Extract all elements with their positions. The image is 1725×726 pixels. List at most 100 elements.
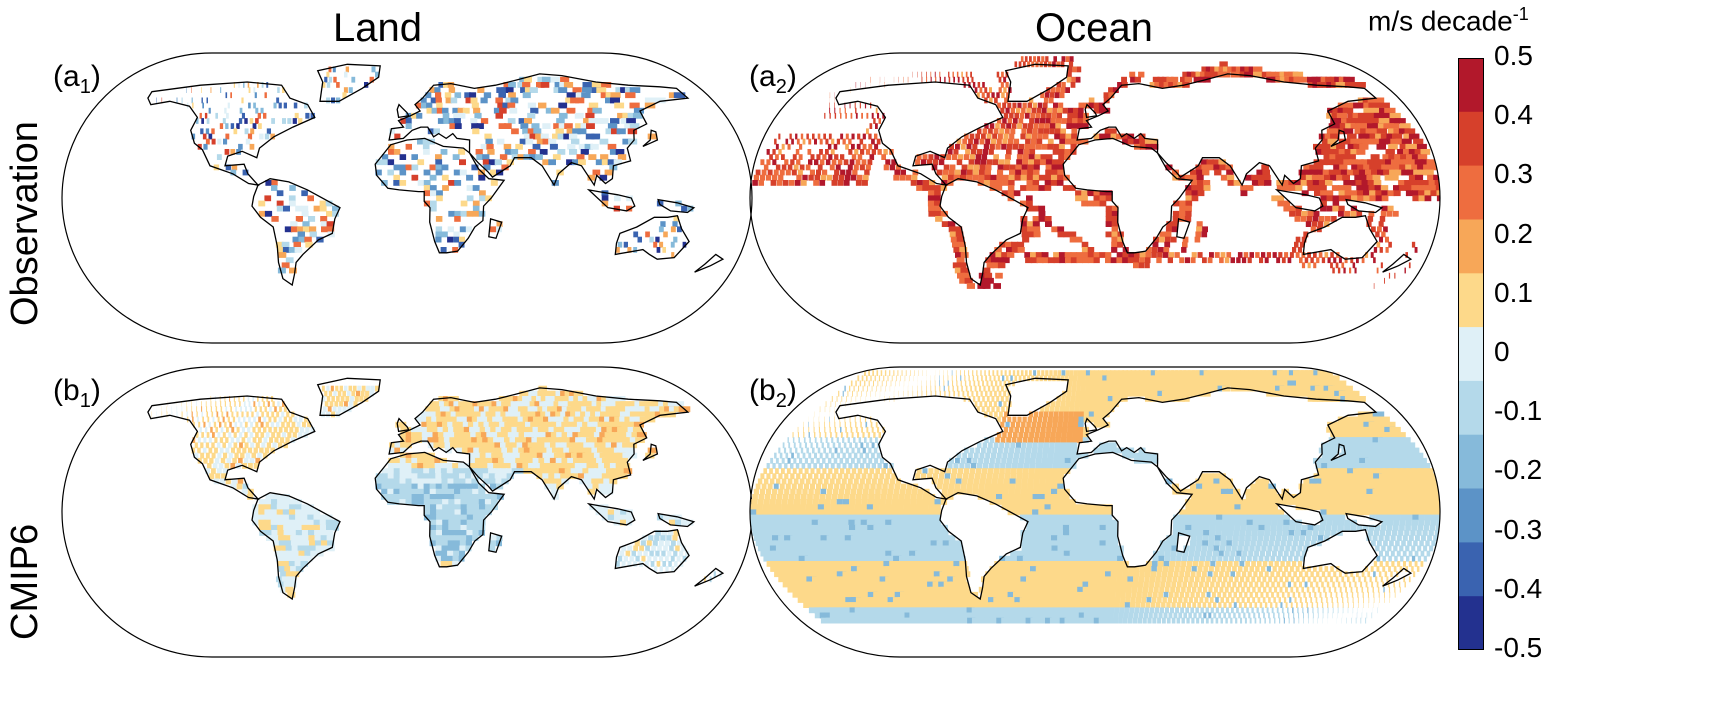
- grid-cell: [1027, 128, 1033, 135]
- grid-cell: [1393, 457, 1404, 464]
- grid-cell: [255, 118, 259, 124]
- grid-cell: [514, 421, 523, 428]
- grid-cell: [1022, 468, 1029, 474]
- grid-cell: [430, 205, 437, 212]
- grid-cell: [1032, 221, 1040, 227]
- grid-cell: [529, 432, 538, 438]
- grid-cell: [336, 82, 340, 88]
- grid-cell: [510, 401, 519, 407]
- grid-cell: [1139, 138, 1147, 145]
- grid-cell: [1165, 226, 1172, 233]
- grid-cell: [1381, 478, 1390, 485]
- grid-cell: [459, 159, 466, 166]
- grid-cell: [831, 138, 835, 145]
- grid-cell: [264, 195, 272, 202]
- grid-cell: [1251, 174, 1259, 181]
- grid-cell: [980, 277, 989, 284]
- grid-cell: [490, 535, 497, 541]
- grid-cell: [957, 241, 966, 248]
- grid-cell: [819, 406, 821, 413]
- grid-cell: [681, 545, 686, 552]
- grid-cell: [979, 478, 986, 485]
- grid-cell: [586, 483, 595, 490]
- grid-cell: [472, 128, 480, 135]
- grid-cell: [191, 97, 193, 104]
- grid-cell: [1144, 452, 1152, 459]
- grid-cell: [454, 509, 462, 516]
- grid-cell: [984, 401, 988, 407]
- grid-cell: [489, 545, 496, 552]
- grid-cell: [300, 561, 308, 567]
- grid-cell: [1264, 180, 1272, 186]
- grid-cell: [1027, 442, 1033, 449]
- grid-cell: [475, 432, 483, 438]
- grid-cell: [1184, 76, 1193, 83]
- grid-cell: [1056, 432, 1062, 438]
- grid-cell: [1190, 375, 1198, 382]
- grid-cell: [1102, 370, 1108, 376]
- grid-cell: [1056, 180, 1064, 186]
- grid-cell: [560, 473, 568, 480]
- grid-cell: [284, 540, 293, 547]
- grid-cell: [264, 210, 273, 217]
- grid-cell: [1352, 262, 1356, 269]
- grid-cell: [1311, 221, 1318, 227]
- grid-cell: [493, 463, 501, 469]
- grid-cell: [328, 76, 333, 83]
- grid-cell: [893, 174, 900, 181]
- grid-cell: [962, 452, 968, 459]
- grid-cell: [229, 401, 231, 407]
- grid-cell: [817, 133, 821, 140]
- grid-cell: [1151, 252, 1157, 258]
- grid-cell: [553, 416, 562, 423]
- grid-cell: [260, 432, 265, 438]
- grid-cell: [812, 133, 815, 140]
- grid-cell: [996, 174, 1003, 181]
- grid-cell: [1355, 159, 1364, 166]
- grid-cell: [499, 468, 508, 474]
- grid-cell: [1331, 473, 1340, 480]
- grid-cell: [1261, 252, 1266, 258]
- grid-cell: [454, 514, 462, 521]
- grid-cell: [1399, 457, 1410, 464]
- grid-cell: [1424, 190, 1432, 197]
- grid-cell: [1062, 421, 1068, 428]
- grid-cell: [912, 390, 914, 397]
- grid-cell: [861, 390, 862, 397]
- grid-cell: [868, 370, 870, 376]
- grid-cell: [345, 396, 350, 402]
- grid-cell: [1327, 452, 1337, 459]
- grid-cell: [1025, 426, 1030, 433]
- grid-cell: [595, 509, 603, 516]
- grid-cell: [253, 401, 256, 407]
- grid-cell: [1388, 468, 1398, 474]
- grid-cell: [613, 437, 623, 443]
- grid-cell: [427, 128, 435, 135]
- grid-cell: [1123, 375, 1129, 382]
- grid-cell: [992, 133, 998, 140]
- grid-cell: [1034, 154, 1041, 160]
- grid-cell: [519, 390, 528, 397]
- grid-cell: [436, 514, 443, 521]
- grid-cell: [479, 519, 486, 526]
- grid-cell: [951, 370, 953, 376]
- grid-cell: [905, 174, 912, 181]
- grid-cell: [810, 154, 815, 160]
- grid-cell: [453, 169, 461, 176]
- grid-cell: [921, 390, 923, 397]
- grid-cell: [460, 530, 467, 536]
- grid-cell: [1112, 396, 1119, 402]
- grid-cell: [472, 185, 480, 191]
- grid-cell: [1099, 442, 1106, 449]
- grid-cell: [1329, 154, 1338, 160]
- grid-cell: [405, 478, 413, 485]
- grid-cell: [229, 396, 231, 402]
- grid-cell: [1338, 195, 1346, 202]
- grid-cell: [1327, 478, 1336, 485]
- grid-cell: [985, 452, 991, 459]
- grid-cell: [1332, 107, 1343, 114]
- grid-cell: [525, 411, 534, 418]
- grid-cell: [326, 535, 334, 541]
- grid-cell: [1203, 180, 1211, 186]
- grid-cell: [1073, 421, 1079, 428]
